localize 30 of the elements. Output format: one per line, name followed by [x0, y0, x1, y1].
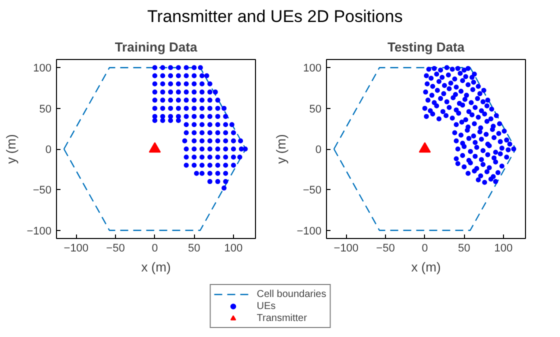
- x-tick-label: 100: [494, 242, 513, 254]
- legend-label: UEs: [256, 300, 277, 312]
- x-axis-title: x (m): [141, 260, 171, 274]
- x-tick-label: 50: [188, 242, 200, 254]
- y-tick-label: −100: [26, 225, 52, 238]
- chart-title: Training Data: [114, 40, 198, 54]
- y-tick-label: 50: [39, 103, 52, 116]
- x-tick-label: −50: [106, 242, 125, 254]
- y-tick-label: 0: [315, 144, 322, 156]
- y-tick-label: −50: [32, 184, 52, 197]
- x-tick-label: 0: [422, 242, 428, 254]
- y-tick-label: 0: [45, 144, 52, 156]
- legend-label: Transmitter: [256, 312, 307, 324]
- text: Transmitter and UEs 2D Positions: [147, 6, 403, 28]
- x-tick-label: −50: [376, 242, 395, 254]
- y-axis-title: y (m): [274, 134, 289, 164]
- x-tick-label: 0: [152, 242, 158, 254]
- y-tick-label: 100: [33, 62, 52, 75]
- chart-title: Testing Data: [387, 40, 466, 54]
- legend-label: Cell boundaries: [256, 288, 326, 300]
- y-tick-label: 100: [303, 62, 322, 75]
- x-axis-title: x (m): [411, 260, 441, 274]
- x-tick-label: −100: [334, 242, 359, 254]
- x-tick-label: 50: [458, 242, 470, 254]
- x-tick-label: −100: [64, 242, 89, 254]
- x-tick-label: 100: [224, 242, 243, 254]
- y-tick-label: −100: [296, 225, 322, 238]
- y-tick-label: 50: [309, 103, 322, 116]
- y-axis-title: y (m): [4, 134, 19, 164]
- y-tick-label: −50: [302, 184, 322, 197]
